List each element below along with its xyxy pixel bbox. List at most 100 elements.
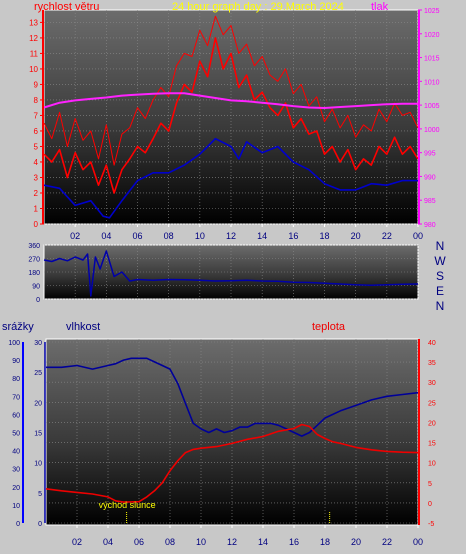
time-axis-bottom: 02 04 06 08 10 12 14 16 18 20 22 00 (72, 537, 423, 547)
rain-tick-label: 60 (12, 412, 20, 419)
x-tick-label: 08 (164, 231, 174, 241)
rain-tick-label: 80 (12, 376, 20, 383)
x-tick-label: 22 (382, 537, 392, 547)
wind-tick-label: 5 (34, 142, 39, 151)
temperature-tick-label: 20 (428, 420, 436, 427)
rain-humidity-temperature-chart: 0 10 20 30 40 50 60 70 80 90 100 0 5 10 15 20 25 30 -5 0 5… (2, 321, 436, 547)
pressure-tick-label: 1020 (424, 32, 440, 39)
x-tick-label: 04 (103, 537, 113, 547)
x-tick-label: 06 (134, 537, 144, 547)
wind-speed-label: rychlost větru (34, 1, 99, 13)
wind-direction-series (43, 250, 419, 297)
rain-tick-label: 10 (12, 503, 20, 510)
x-tick-label: 06 (132, 231, 142, 241)
x-tick-label: 16 (289, 537, 299, 547)
rht-grid (46, 339, 419, 528)
gust-line (43, 15, 419, 166)
wind-tick-label: 13 (29, 18, 38, 27)
rain-label: srážky (2, 321, 34, 333)
compass-label: E (436, 284, 444, 298)
x-tick-label: 18 (320, 537, 330, 547)
temperature-tick-label: 30 (428, 380, 436, 387)
x-tick-label: 00 (413, 231, 423, 241)
x-tick-label: 00 (413, 537, 423, 547)
humidity-tick-label: 15 (34, 431, 42, 438)
rht-series (45, 357, 419, 503)
x-tick-label: 10 (196, 537, 206, 547)
direction-tick-label: 180 (28, 270, 40, 277)
direction-tick-label: 360 (28, 243, 40, 250)
temperature-line (45, 423, 419, 503)
x-tick-label: 14 (258, 537, 268, 547)
temperature-tick-label: 0 (428, 501, 432, 508)
pressure-tick-label: 980 (424, 222, 436, 229)
humidity-tick-label: 5 (38, 491, 42, 498)
wind-line (43, 37, 419, 194)
rain-tick-label: 40 (12, 449, 20, 456)
pressure-tick-label: 1010 (424, 79, 440, 86)
wind-tick-label: 3 (34, 173, 39, 182)
temperature-tick-label: 35 (428, 360, 436, 367)
wind-tick-label: 4 (34, 158, 39, 167)
pressure-axis: 980 985 990 995 1000 1005 1010 1015 1020 1025 (418, 8, 440, 229)
rain-tick-label: 70 (12, 394, 20, 401)
pressure-tick-label: 1000 (424, 127, 440, 134)
temperature-label: teplota (312, 321, 346, 333)
direction-tick-label: 270 (28, 257, 40, 264)
pressure-tick-label: 995 (424, 151, 436, 158)
avg-wind-line (43, 137, 418, 219)
x-tick-label: 12 (227, 537, 237, 547)
wind-pressure-series (43, 15, 419, 219)
x-tick-label: 04 (101, 231, 111, 241)
pressure-label: tlak (371, 1, 389, 13)
wind-tick-label: 12 (29, 34, 38, 43)
rain-tick-label: 50 (12, 431, 20, 438)
x-tick-label: 10 (195, 231, 205, 241)
temperature-axis: -5 0 5 10 15 20 25 30 35 40 (418, 339, 436, 528)
rain-tick-label: 100 (8, 340, 20, 347)
rain-axis: 0 10 20 30 40 50 60 70 80 90 100 (8, 340, 24, 528)
temperature-tick-label: 25 (428, 400, 436, 407)
pressure-tick-label: 990 (424, 174, 436, 181)
wind-tick-label: 8 (34, 96, 39, 105)
x-tick-label: 12 (226, 231, 236, 241)
rain-tick-label: 0 (16, 521, 20, 528)
x-tick-label: 18 (319, 231, 329, 241)
temperature-tick-label: 5 (428, 481, 432, 488)
pressure-tick-label: 1025 (424, 8, 440, 15)
rain-tick-label: 30 (12, 467, 20, 474)
rain-tick-label: 90 (12, 358, 20, 365)
humidity-tick-label: 0 (38, 521, 42, 528)
humidity-tick-label: 10 (34, 461, 42, 468)
compass-label: N (436, 299, 445, 313)
x-tick-label: 14 (257, 231, 267, 241)
sunrise-annotation: východ slunce (99, 500, 156, 510)
rain-tick-label: 20 (12, 485, 20, 492)
direction-tick-label: 0 (36, 297, 40, 304)
pressure-line (43, 92, 418, 109)
direction-axis: 0 90 180 270 360 (28, 243, 40, 304)
wind-tick-label: 0 (34, 220, 39, 229)
x-tick-label: 16 (288, 231, 298, 241)
x-tick-label: 02 (72, 537, 82, 547)
wind-tick-label: 9 (34, 80, 39, 89)
x-tick-label: 20 (351, 231, 361, 241)
pressure-tick-label: 1005 (424, 103, 440, 110)
time-axis-top: 02 04 06 08 10 12 14 16 18 20 22 00 (70, 231, 423, 241)
x-tick-label: 08 (165, 537, 175, 547)
humidity-label: vlhkost (66, 321, 100, 333)
humidity-line (46, 357, 419, 437)
wind-pressure-plot-area (43, 9, 419, 225)
temperature-tick-label: 40 (428, 340, 436, 347)
direction-tick-label: 90 (32, 284, 40, 291)
wind-tick-label: 11 (30, 49, 39, 58)
compass-label: W (434, 254, 446, 268)
wind-tick-label: 6 (34, 127, 39, 136)
temperature-tick-label: 15 (428, 441, 436, 448)
wind-tick-label: 2 (34, 189, 39, 198)
